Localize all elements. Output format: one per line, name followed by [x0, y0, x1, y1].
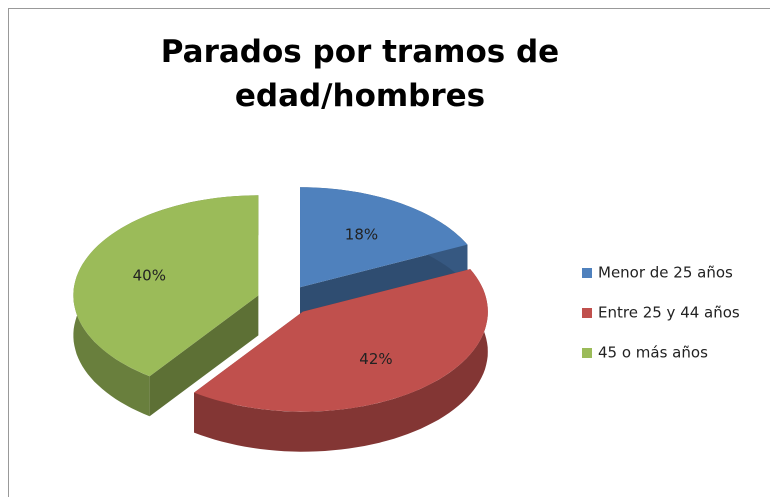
- pie-slice: [73, 195, 259, 417]
- legend-swatch: [582, 348, 592, 358]
- legend-label: Entre 25 y 44 años: [598, 304, 740, 322]
- data-label: 18%: [345, 225, 378, 243]
- data-label: 42%: [359, 350, 392, 368]
- chart-frame: [8, 8, 770, 497]
- slice-side: [194, 269, 488, 452]
- slice-top: [300, 187, 468, 288]
- legend-label: Menor de 25 años: [598, 264, 733, 282]
- legend-swatch: [582, 308, 592, 318]
- data-label: 40%: [133, 267, 166, 285]
- slice-top: [73, 195, 259, 377]
- chart-title: Parados por tramos de edad/hombres: [160, 34, 560, 114]
- slice-top: [194, 269, 488, 412]
- slice-cut-face: [149, 295, 259, 417]
- legend-swatch: [582, 268, 592, 278]
- legend-label: 45 o más años: [598, 344, 708, 362]
- pie-slice: [194, 269, 488, 452]
